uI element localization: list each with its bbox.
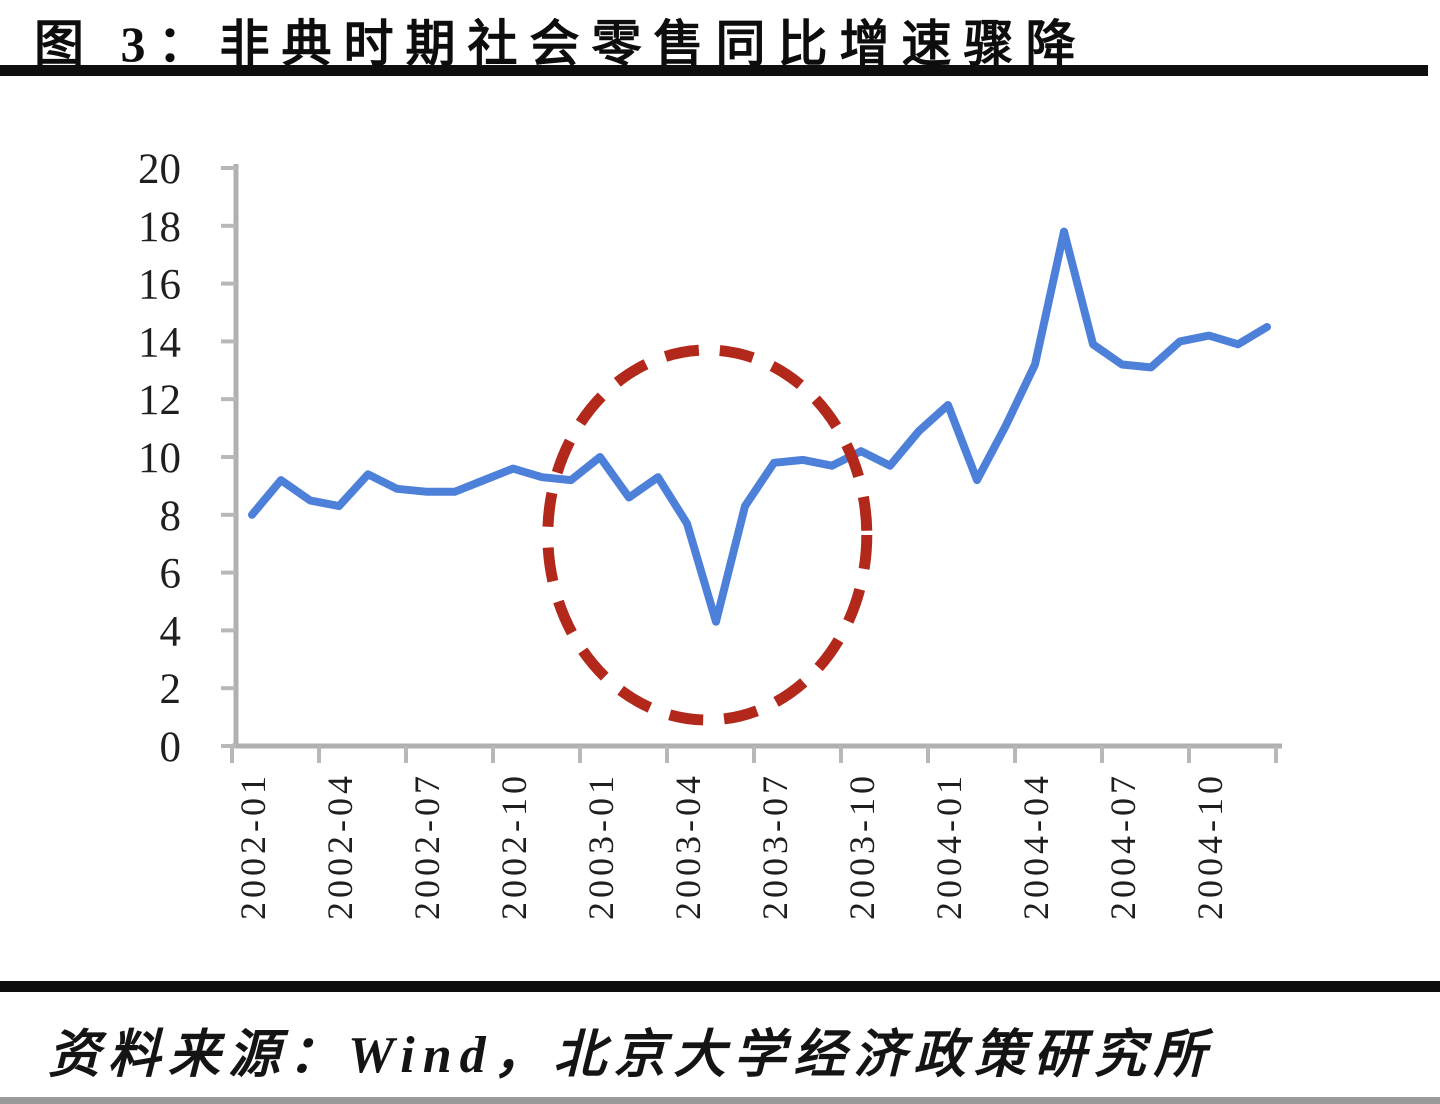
- y-tick-label: 8: [160, 493, 182, 540]
- x-tick-label: 2002-07: [407, 772, 447, 920]
- y-tick-label: 6: [160, 551, 182, 598]
- x-tick-label: 2003-04: [668, 772, 708, 920]
- x-tick-label: 2002-04: [320, 772, 360, 920]
- y-tick-label: 4: [160, 608, 182, 655]
- sars-dip-annotation-circle: [542, 344, 873, 726]
- y-tick-label: 14: [138, 319, 181, 366]
- x-tick-label: 2004-04: [1016, 772, 1056, 920]
- x-tick-label: 2004-10: [1190, 772, 1230, 920]
- title-divider: [0, 65, 1428, 76]
- y-tick-label: 2: [160, 666, 182, 713]
- bottom-edge-strip: [0, 1097, 1440, 1104]
- x-tick-label: 2003-01: [581, 772, 621, 920]
- x-tick-label: 2004-01: [929, 772, 969, 920]
- y-tick-label: 16: [138, 262, 181, 309]
- y-tick-label: 0: [160, 724, 182, 771]
- y-tick-label: 12: [138, 377, 181, 424]
- x-tick-label: 2004-07: [1103, 772, 1143, 920]
- y-tick-label: 20: [138, 146, 181, 193]
- page-title: 图 3：非典时期社会零售同比增速骤降: [34, 16, 1088, 72]
- y-tick-label: 10: [138, 435, 181, 482]
- x-tick-label: 2002-10: [494, 772, 534, 920]
- y-tick-label: 18: [138, 204, 181, 251]
- source-note: 资料来源：Wind，北京大学经济政策研究所: [48, 1027, 1214, 1084]
- footer-divider: [0, 981, 1440, 992]
- retail-growth-line: [248, 227, 1271, 626]
- x-tick-label: 2003-07: [755, 772, 795, 920]
- x-tick-label: 2002-01: [233, 772, 273, 920]
- x-tick-label: 2003-10: [842, 772, 882, 920]
